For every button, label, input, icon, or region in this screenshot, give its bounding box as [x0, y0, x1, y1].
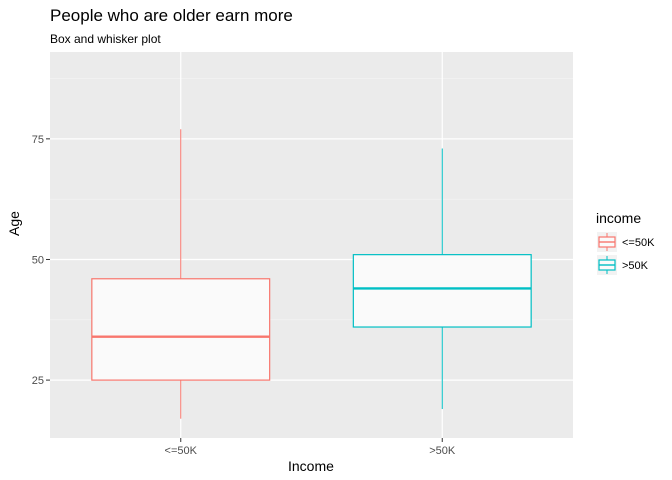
legend-title: income: [596, 210, 642, 226]
x-tick-label: >50K: [429, 445, 456, 457]
box-iqr: [352, 254, 532, 328]
y-tick-label: 75: [32, 134, 44, 146]
y-tick-label: 25: [32, 375, 44, 387]
chart-title: People who are older earn more: [50, 6, 293, 25]
x-axis-label: Income: [288, 458, 334, 474]
y-tick-label: 50: [32, 254, 44, 266]
box-iqr: [91, 278, 271, 381]
legend-label-le50k: <=50K: [622, 237, 655, 249]
legend-label-gt50k: >50K: [622, 260, 648, 272]
chart-subtitle: Box and whisker plot: [50, 32, 161, 46]
x-tick-label: <=50K: [165, 445, 198, 457]
